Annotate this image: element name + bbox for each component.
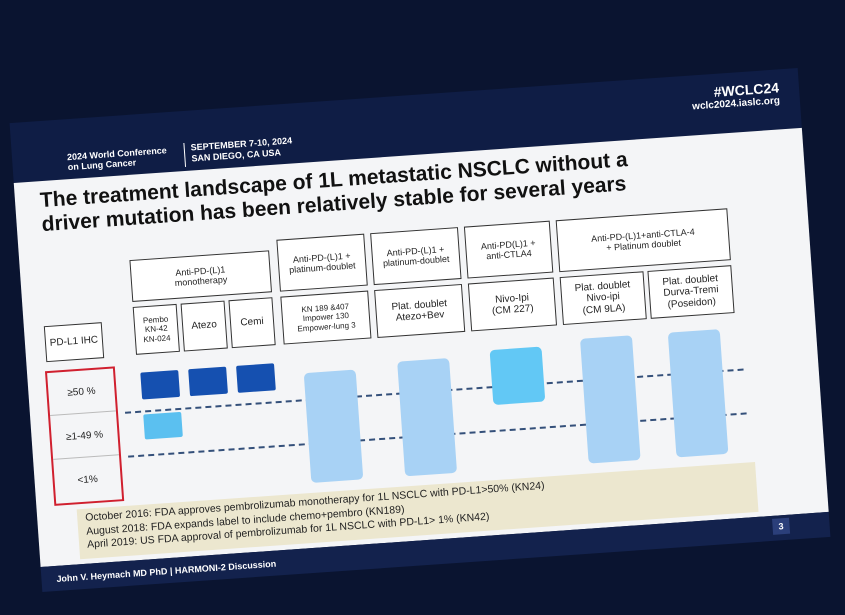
treatment-bar xyxy=(303,369,364,483)
row-label: ≥1-49 % xyxy=(50,412,120,460)
group-header: Anti-PD-(L)1 + platinum-doublet xyxy=(370,227,462,286)
column-header: Cemi xyxy=(228,297,276,349)
group-header: Anti-PD-(L)1+anti-CTLA-4 + Platinum doubl… xyxy=(555,208,731,273)
treatment-bar xyxy=(397,358,458,477)
conference: 2024 World Conference on Lung Cancer xyxy=(67,145,168,173)
column-header: Pembo KN-42 KN-024 xyxy=(132,303,180,355)
row-label: <1% xyxy=(77,473,99,486)
column-header: Plat. doublet Nivo-ipi (CM 9LA) xyxy=(559,271,647,326)
column-label: Atezo xyxy=(191,319,218,333)
treatment-bar xyxy=(188,366,228,397)
column-header: KN 189 &407 Impower 130 Empower-lung 3 xyxy=(280,290,372,345)
slide: 2024 World Conference on Lung Cancer SEP… xyxy=(9,68,831,592)
group-header: Anti-PD(L)1 + anti-CTLA4 xyxy=(463,220,554,279)
treatment-bar xyxy=(580,335,641,464)
treatment-bar xyxy=(236,363,276,393)
page-number: 3 xyxy=(772,517,791,535)
column-header: Plat. doublet Durva-Tremi (Poseidon) xyxy=(647,265,735,319)
treatment-bar xyxy=(143,411,183,440)
treatment-bar xyxy=(667,329,729,458)
column-label: Cemi xyxy=(240,316,265,329)
event-info: SEPTEMBER 7-10, 2024 SAN DIEGO, CA USA xyxy=(183,135,294,167)
treatment-bar xyxy=(489,346,546,406)
group-header: Anti-PD-(L)1 + platinum-doublet xyxy=(276,233,368,292)
row-header: PD-L1 IHC xyxy=(43,322,105,363)
row-label: ≥50 % xyxy=(47,368,116,417)
column-header: Plat. doublet Atezo+Bev xyxy=(374,283,466,338)
group-header: Anti-PD-(L)1 monotherapy xyxy=(129,250,273,302)
column-header: Atezo xyxy=(180,300,228,352)
column-label: KN-024 xyxy=(143,333,171,344)
column-header: Nivo-Ipi (CM 227) xyxy=(467,277,558,332)
treatment-bar xyxy=(140,369,181,400)
social: #WCLC24 wclc2024.iaslc.org xyxy=(691,79,780,112)
slide-body: The treatment landscape of 1L metastatic… xyxy=(13,127,829,568)
